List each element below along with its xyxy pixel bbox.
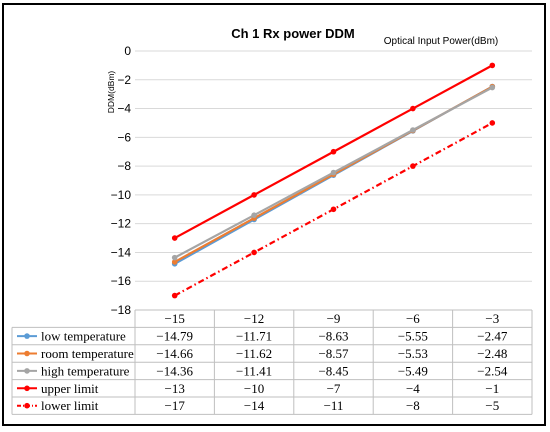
data-point [251,249,257,256]
data-point [410,105,416,112]
x-tick-label: −3 [485,311,499,326]
data-cell: −1 [485,381,499,396]
legend-key-marker [24,333,30,339]
data-point [489,84,496,91]
series-lines [171,62,496,299]
data-point [330,206,337,213]
data-point [489,62,496,69]
data-point [489,120,496,126]
data-point [171,235,178,241]
data-cell: −2.47 [477,329,508,344]
y-tick-label: −14 [111,245,132,259]
chart-title: Ch 1 Rx power DDM [231,26,355,41]
data-cell: −4 [406,381,420,396]
x-tick-label: −6 [406,311,420,326]
y-tick-label: −12 [111,217,132,231]
data-cell: −8.45 [318,363,348,378]
data-point [171,259,178,265]
data-point [410,127,416,133]
y-tick-label: −8 [117,159,131,173]
data-cell: −10 [244,381,264,396]
data-cell: −14.66 [156,346,193,361]
y-tick-labels: 0 −2 −4 −6 −8 −10 −12 −14 −16 −18 [111,44,132,317]
x-tick-label: −12 [244,311,264,326]
data-cell: −5.49 [398,363,428,378]
y-tick-label: 0 [124,44,131,58]
data-cell: −11.41 [236,363,272,378]
data-point [251,192,257,198]
legend-label: lower limit [41,398,99,413]
data-cell: −11.71 [236,329,272,344]
legend-key-marker [24,350,30,357]
legend-key-marker [24,402,30,409]
y-tick-label: −2 [117,73,131,87]
y-tick-label: −16 [111,274,132,288]
data-cell: −11.62 [236,346,272,361]
data-cell: −8 [406,398,420,413]
data-point [330,148,337,155]
legend-key-marker [24,385,30,392]
x-tick-labels: −15 −12 −9 −6 −3 [165,311,500,326]
legend-label: upper limit [41,381,99,396]
data-cell: −2.48 [477,346,507,361]
legend-label: room temperature [41,346,134,361]
x-axis-title: Optical Input Power(dBm) [384,36,499,47]
data-cell: −2.54 [477,363,508,378]
data-point [410,163,416,169]
data-cell: −14 [244,398,265,413]
x-tick-label: −9 [327,311,341,326]
data-cell: −14.36 [156,363,193,378]
data-cell: −11 [324,398,344,413]
data-cell: −8.63 [318,329,348,344]
data-cell: −8.57 [318,346,349,361]
data-point [171,292,178,299]
y-tick-label: −18 [111,303,132,317]
data-cell: −13 [165,381,185,396]
legend-label: high temperature [41,363,130,378]
data-cell: −5.53 [398,346,428,361]
data-cell: −5 [485,398,499,413]
chart-frame [2,3,546,426]
data-point [330,169,337,176]
y-tick-label: −10 [111,188,132,202]
data-cell: −17 [165,398,186,413]
y-axis-title: DDM(dBm) [106,71,116,114]
data-cell: −7 [327,381,341,396]
data-point [251,212,257,218]
data-cell: −5.55 [398,329,428,344]
legend-label: low temperature [41,329,126,344]
grid-lines [135,50,532,311]
data-cell: −14.79 [156,329,193,344]
x-tick-label: −15 [165,311,185,326]
legend-key-marker [24,368,30,374]
y-tick-label: −4 [117,102,131,116]
data-table: low temperature −14.79 −11.71 −8.63 −5.55 −2.… [11,309,533,415]
data-point [171,254,178,261]
y-tick-label: −6 [117,130,131,144]
